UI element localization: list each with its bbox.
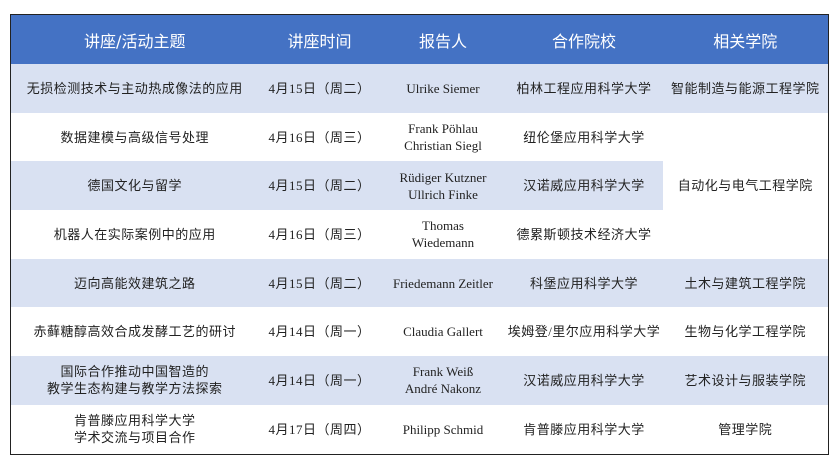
speaker-cell: Ulrike Siemer — [380, 64, 506, 113]
school-cell: 埃姆登/里尔应用科学大学 — [507, 324, 661, 340]
topic-cell: 赤藓糖醇高效合成发酵工艺的研讨 — [11, 307, 259, 356]
line: 肯普滕应用科学大学 — [73, 413, 196, 429]
topic-cell: 迈向高能效建筑之路 — [10, 258, 259, 308]
line: 数据建模与高级信号处理 — [60, 129, 209, 145]
table-row: 赤藓糖醇高效合成发酵工艺的研讨 4月14日（周一） Claudia Gallert 埃… — [11, 307, 829, 356]
school-cell: 纽伦堡应用科学大学 — [523, 129, 645, 145]
line: Christian Siegl — [404, 138, 482, 154]
header-speaker: 报告人 — [380, 14, 506, 64]
time-cell: 4月17日（周四） — [268, 421, 371, 437]
topic-cell: 肯普滕应用科学大学 学术交流与项目合作 — [11, 405, 259, 454]
line: Wiedemann — [411, 235, 475, 251]
time-cell: 4月16日（周三） — [268, 129, 371, 145]
header-topic: 讲座/活动主题 — [10, 14, 259, 64]
time-cell: 4月15日（周二） — [258, 161, 381, 211]
college-cell: 生物与化学工程学院 — [684, 324, 806, 340]
line: Rüdiger Kutzner — [399, 169, 487, 185]
speaker-cell: Frank Weiß André Nakonz — [380, 356, 506, 405]
topic-cell: 德国文化与留学 — [10, 161, 259, 211]
speaker-cell: Thomas Wiedemann — [381, 210, 506, 259]
header-college: 相关学院 — [662, 14, 829, 64]
time-cell: 4月15日（周二） — [258, 258, 381, 308]
header-time: 讲座时间 — [258, 14, 381, 64]
lecture-schedule-table: 讲座/活动主题 讲座时间 报告人 合作院校 相关学院 无损检测技术与主动热成像法的应用 4… — [10, 14, 829, 455]
line: 教学生态构建与教学方法探索 — [46, 381, 223, 397]
college-cell: 智能制造与能源工程学院 — [662, 64, 829, 113]
line: Claudia Gallert — [403, 324, 483, 340]
speaker-cell: Frank Pöhlau Christian Siegl — [381, 113, 506, 162]
line: Friedemann Zeitler — [393, 275, 493, 291]
school-cell: 汉诺威应用科学大学 — [505, 161, 663, 211]
line: Ulrike Siemer — [406, 80, 480, 96]
school-cell: 科堡应用科学大学 — [505, 258, 663, 308]
line: 国际合作推动中国智造的 — [60, 364, 209, 380]
header-row: 讲座/活动主题 讲座时间 报告人 合作院校 相关学院 — [10, 14, 829, 64]
line: 无损检测技术与主动热成像法的应用 — [26, 80, 243, 96]
table-row: 德国文化与留学 4月15日（周二） Rüdiger Kutzner Ullrich F… — [10, 161, 829, 211]
speaker-cell: Philipp Schmid — [381, 405, 506, 454]
time-cell: 4月16日（周三） — [268, 226, 371, 242]
line: André Nakonz — [404, 381, 482, 397]
speaker-cell: Rüdiger Kutzner Ullrich Finke — [380, 161, 506, 211]
college-cell: 自动化与电气工程学院 — [662, 112, 829, 259]
table-row: 迈向高能效建筑之路 4月15日（周二） Friedemann Zeitler 科堡应用… — [10, 258, 829, 308]
topic-cell: 国际合作推动中国智造的 教学生态构建与教学方法探索 — [10, 356, 259, 405]
topic-cell: 机器人在实际案例中的应用 — [11, 210, 259, 259]
table-row: 肯普滕应用科学大学 学术交流与项目合作 4月17日（周四） Philipp Schmi… — [11, 405, 829, 454]
school-cell: 柏林工程应用科学大学 — [505, 64, 663, 113]
line: 德国文化与留学 — [87, 178, 182, 194]
line: 迈向高能效建筑之路 — [73, 275, 196, 291]
school-cell: 肯普滕应用科学大学 — [523, 421, 645, 437]
time-cell: 4月14日（周一） — [258, 356, 381, 405]
table-row: 数据建模与高级信号处理 4月16日（周三） Frank Pöhlau Christia… — [11, 112, 829, 259]
table-row: 国际合作推动中国智造的 教学生态构建与教学方法探索 4月14日（周一） Frank W… — [10, 356, 829, 405]
school-cell: 德累斯顿技术经济大学 — [516, 226, 652, 242]
header-school: 合作院校 — [505, 14, 663, 64]
table-row: 无损检测技术与主动热成像法的应用 4月15日（周二） Ulrike Siemer 柏林… — [10, 64, 829, 113]
speaker-cell: Claudia Gallert — [381, 307, 506, 356]
time-cell: 4月14日（周一） — [268, 324, 371, 340]
line: Ullrich Finke — [408, 186, 478, 202]
line: 机器人在实际案例中的应用 — [53, 226, 216, 242]
school-cell: 汉诺威应用科学大学 — [505, 356, 663, 405]
topic-cell: 数据建模与高级信号处理 — [11, 113, 259, 162]
line: 学术交流与项目合作 — [73, 430, 196, 446]
line: Frank Pöhlau — [408, 121, 478, 137]
line: Frank Weiß — [412, 364, 474, 380]
college-cell: 艺术设计与服装学院 — [662, 356, 829, 405]
line: Philipp Schmid — [402, 421, 484, 437]
time-cell: 4月15日（周二） — [258, 64, 381, 113]
line: Thomas — [422, 218, 464, 234]
college-cell: 管理学院 — [718, 421, 773, 437]
line: 赤藓糖醇高效合成发酵工艺的研讨 — [33, 324, 236, 340]
college-cell: 土木与建筑工程学院 — [662, 258, 829, 308]
table-row: 机器人在实际案例中的应用 4月16日（周三） Thomas Wiedemann 德累斯顿… — [11, 210, 829, 259]
topic-cell: 无损检测技术与主动热成像法的应用 — [10, 64, 259, 113]
speaker-cell: Friedemann Zeitler — [380, 258, 506, 308]
